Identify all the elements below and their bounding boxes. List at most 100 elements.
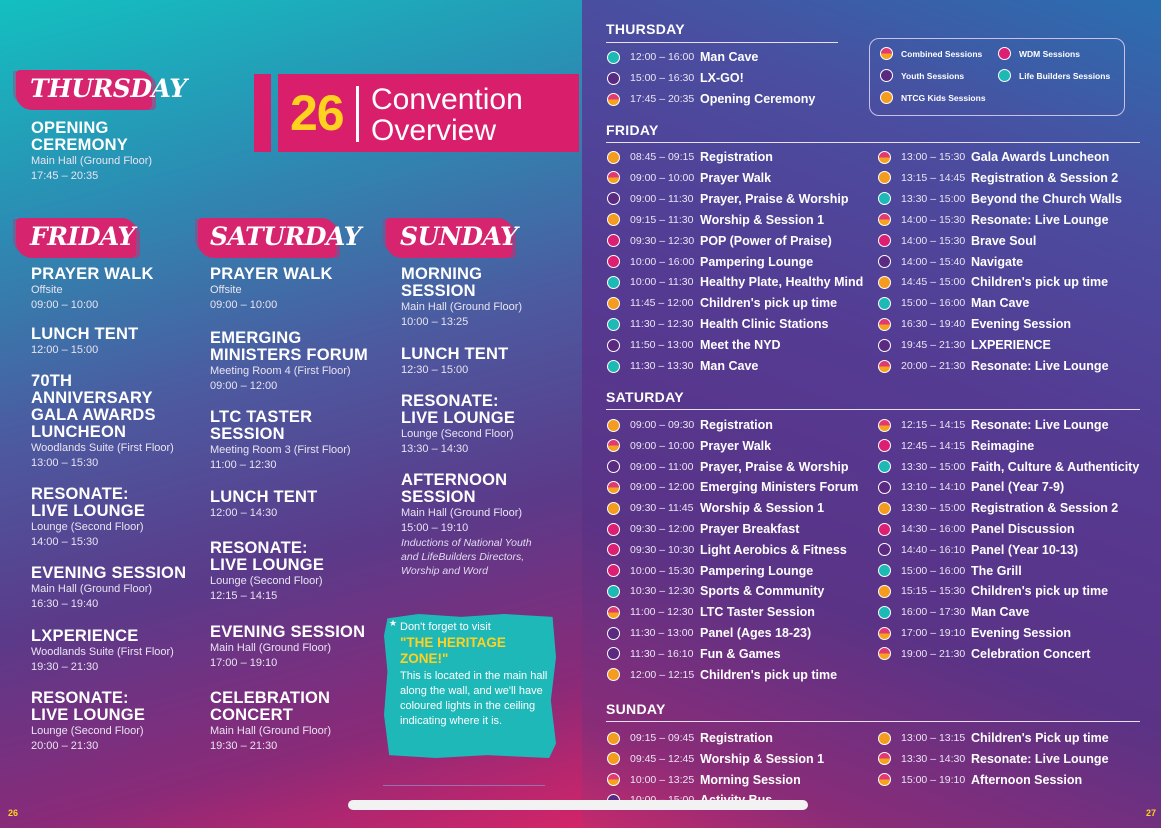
session-time: 15:15 – 15:30 bbox=[901, 585, 966, 598]
combined-dot-icon bbox=[880, 47, 893, 60]
heritage-body: This is located in the main hall along t… bbox=[400, 670, 548, 727]
session-time: 09:00 – 11:30 bbox=[630, 192, 694, 205]
thursday-brush bbox=[16, 70, 152, 110]
session-time: 11:50 – 13:00 bbox=[630, 339, 694, 352]
horizontal-scrollbar[interactable] bbox=[348, 800, 808, 810]
event-title: RESONATE: LIVE LOUNGE bbox=[31, 485, 146, 520]
event-title: PRAYER WALK bbox=[31, 265, 154, 283]
session-name: Children's pick up time bbox=[971, 584, 1109, 599]
session-name: Prayer Breakfast bbox=[700, 522, 800, 536]
session-dot-icon bbox=[878, 460, 891, 474]
legend-item: Combined Sessions bbox=[880, 47, 982, 60]
lifebuilders-dot-icon bbox=[998, 69, 1011, 82]
schedule-row: 19:45 – 21:30 LXPERIENCE bbox=[878, 335, 1051, 355]
session-time: 09:45 – 12:45 bbox=[630, 752, 695, 765]
session-time: 14:00 – 15:30 bbox=[901, 234, 966, 247]
event-location: Main Hall (Ground Floor) bbox=[401, 507, 523, 519]
event-location: Main Hall (Ground Floor) bbox=[31, 583, 153, 595]
friday-rule bbox=[606, 142, 1140, 143]
session-name: Evening Session bbox=[971, 317, 1072, 332]
session-name: Beyond the Church Walls bbox=[971, 191, 1122, 206]
session-dot-icon bbox=[878, 359, 891, 373]
legend-label: Youth Sessions bbox=[901, 70, 965, 81]
thursday-rule bbox=[606, 42, 838, 43]
event-time: 09:00 – 10:00 bbox=[31, 299, 99, 311]
saturday-section-heading: SATURDAY bbox=[606, 389, 684, 405]
session-name: Pampering Lounge bbox=[700, 254, 814, 269]
session-time: 13:30 – 15:00 bbox=[901, 192, 966, 205]
title-line-2: Overview bbox=[371, 114, 497, 147]
session-time: 09:15 – 11:30 bbox=[630, 213, 694, 226]
session-name: Panel (Year 10-13) bbox=[971, 542, 1079, 557]
schedule-row: 09:00 – 11:00 Prayer, Praise & Worship bbox=[607, 457, 848, 477]
session-time: 12:15 – 14:15 bbox=[901, 419, 966, 431]
session-dot-icon bbox=[607, 255, 620, 268]
session-dot-icon bbox=[607, 234, 620, 248]
event-title: LUNCH TENT bbox=[401, 345, 509, 363]
session-dot-icon bbox=[878, 731, 891, 745]
event-location: Main Hall (Ground Floor) bbox=[31, 155, 153, 167]
session-dot-icon bbox=[607, 647, 620, 661]
event-title: AFTERNOON SESSION bbox=[401, 471, 508, 506]
sunday-section-heading: SUNDAY bbox=[606, 701, 666, 717]
event-time: 13:30 – 14:30 bbox=[401, 443, 469, 455]
session-dot-icon bbox=[607, 275, 620, 289]
event-time: 14:00 – 15:30 bbox=[31, 536, 99, 548]
session-name: Resonate: Live Lounge bbox=[971, 212, 1109, 227]
schedule-row: 09:30 – 12:00 Prayer Breakfast bbox=[607, 519, 799, 539]
session-time: 09:30 – 10:30 bbox=[630, 543, 695, 556]
session-dot-icon bbox=[878, 275, 891, 289]
legend-label: NTCG Kids Sessions bbox=[901, 92, 986, 103]
session-time: 13:10 – 14:10 bbox=[901, 481, 966, 494]
left-page: THURSDAY OPENING CEREMONY Main Hall (Gro… bbox=[0, 0, 582, 828]
session-dot-icon bbox=[607, 668, 620, 682]
event-location: Main Hall (Ground Floor) bbox=[210, 642, 332, 654]
session-name: Light Aerobics & Fitness bbox=[700, 542, 847, 557]
session-dot-icon bbox=[878, 480, 891, 494]
event-time: 09:00 – 10:00 bbox=[210, 299, 278, 311]
event-title: PRAYER WALK bbox=[210, 265, 333, 283]
session-name: Prayer Walk bbox=[700, 438, 772, 453]
session-name: Children's pick up time bbox=[700, 296, 838, 311]
event-time: 12:30 – 15:00 bbox=[401, 364, 469, 376]
legend-label: WDM Sessions bbox=[1019, 48, 1080, 59]
session-dot-icon bbox=[607, 605, 620, 619]
session-name: Worship & Session 1 bbox=[700, 751, 825, 766]
session-name: Registration & Session 2 bbox=[971, 501, 1119, 516]
schedule-row: 09:30 – 10:30 Light Aerobics & Fitness bbox=[607, 540, 847, 560]
legend-label: Life Builders Sessions bbox=[1019, 70, 1111, 81]
schedule-row: 15:00 – 16:30 LX-GO! bbox=[607, 68, 744, 88]
session-time: 09:00 – 11:00 bbox=[630, 460, 694, 473]
session-time: 15:00 – 16:30 bbox=[630, 72, 695, 84]
event-sat-evening: EVENING SESSION Main Hall (Ground Floor)… bbox=[210, 624, 380, 671]
session-time: 10:30 – 12:30 bbox=[630, 585, 695, 598]
legend-item: Life Builders Sessions bbox=[998, 69, 1110, 82]
schedule-row: 10:00 – 16:00 Pampering Lounge bbox=[607, 252, 813, 272]
event-resonate-1: RESONATE: LIVE LOUNGE Lounge (Second Flo… bbox=[31, 486, 161, 550]
session-time: 13:00 – 13:15 bbox=[901, 732, 966, 744]
schedule-row: 11:00 – 12:30 LTC Taster Session bbox=[607, 602, 815, 622]
session-time: 13:00 – 15:30 bbox=[901, 151, 966, 163]
wdm-dot-icon bbox=[998, 47, 1011, 60]
session-name: Registration bbox=[700, 150, 773, 164]
schedule-row: 09:15 – 09:45 Registration bbox=[607, 728, 773, 748]
session-time: 09:15 – 09:45 bbox=[630, 732, 695, 744]
session-dot-icon bbox=[607, 564, 620, 578]
title-divider bbox=[356, 86, 359, 142]
session-dot-icon bbox=[607, 150, 620, 164]
session-name: Registration bbox=[700, 731, 773, 745]
session-name: Health Clinic Stations bbox=[700, 317, 829, 332]
event-location: Main Hall (Ground Floor) bbox=[401, 301, 523, 313]
session-dot-icon bbox=[878, 626, 891, 640]
session-time: 14:00 – 15:30 bbox=[901, 213, 966, 226]
session-time: 10:00 – 15:30 bbox=[630, 564, 695, 577]
event-location: Woodlands Suite (First Floor) bbox=[31, 646, 174, 658]
session-time: 12:45 – 14:15 bbox=[901, 439, 966, 452]
schedule-row: 09:00 – 11:30 Prayer, Praise & Worship bbox=[607, 189, 848, 209]
schedule-row: 11:30 – 13:00 Panel (Ages 18-23) bbox=[607, 623, 811, 643]
schedule-row: 14:00 – 15:30 Brave Soul bbox=[878, 231, 1036, 251]
session-time: 08:45 – 09:15 bbox=[630, 151, 695, 163]
session-time: 10:00 – 16:00 bbox=[630, 255, 695, 268]
session-dot-icon bbox=[607, 731, 620, 745]
session-name: LTC Taster Session bbox=[700, 605, 815, 620]
